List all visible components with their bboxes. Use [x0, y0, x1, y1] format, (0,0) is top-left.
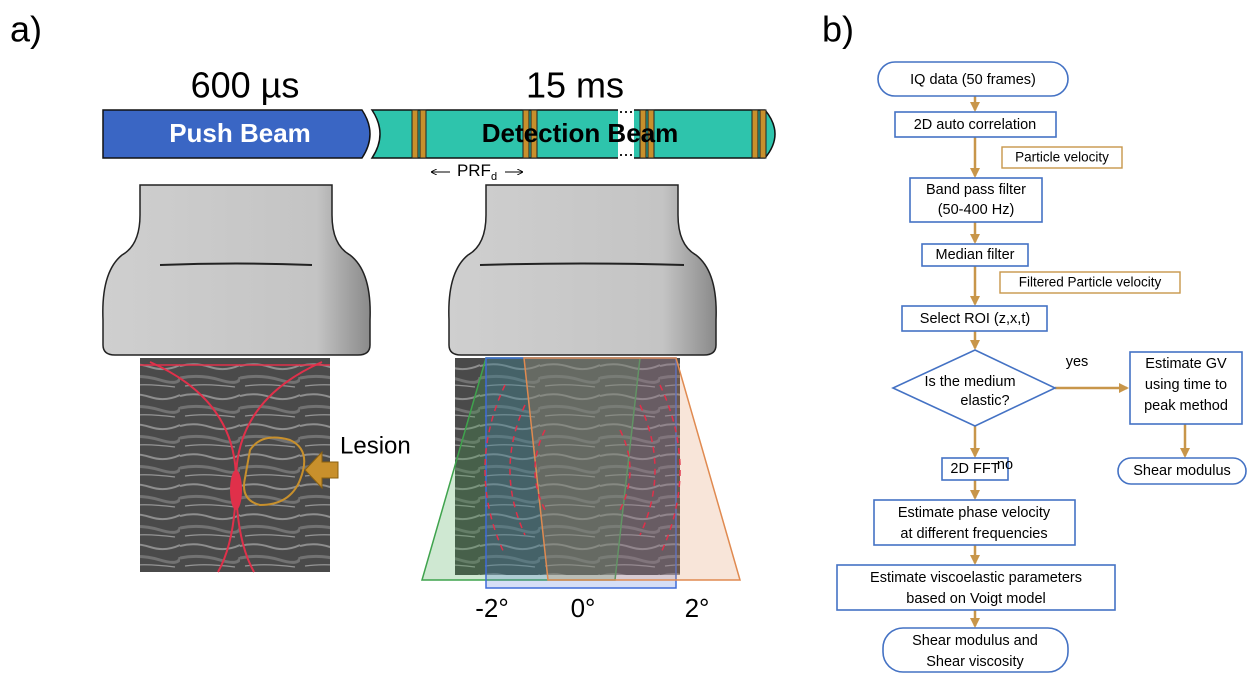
annotation: Filtered Particle velocity — [1019, 275, 1162, 290]
node-text: peak method — [1144, 398, 1228, 414]
node-text: 2D FFT — [950, 461, 999, 477]
page: a) 600 µs 15 ms Push Beam Detection Beam… — [0, 0, 1259, 679]
node-text: Estimate GV — [1145, 356, 1227, 372]
panel-label: a) — [10, 9, 42, 50]
node-text: Is the medium — [924, 374, 1015, 390]
node-text: Shear modulus and — [912, 633, 1038, 649]
transducer-right — [449, 185, 716, 355]
angle-label: 2° — [685, 593, 710, 623]
node-text: Median filter — [936, 247, 1015, 263]
node-text: (50-400 Hz) — [938, 202, 1015, 218]
node-text: Estimate phase velocity — [898, 505, 1051, 521]
node-text: based on Voigt model — [906, 591, 1045, 607]
node-text: Band pass filter — [926, 182, 1026, 198]
detect-time: 15 ms — [526, 65, 624, 106]
node-text: using time to — [1145, 377, 1227, 393]
node-text: elastic? — [960, 393, 1009, 409]
branch-label: no — [997, 457, 1013, 473]
node-text: IQ data (50 frames) — [910, 72, 1036, 88]
node-text: Shear modulus — [1133, 463, 1231, 479]
annotation: Particle velocity — [1015, 150, 1109, 165]
prf-label: PRFd — [457, 161, 497, 182]
node-text: at different frequencies — [900, 526, 1047, 542]
transducer-left — [103, 185, 370, 355]
panel-label: b) — [822, 9, 854, 50]
node-text: Shear viscosity — [926, 654, 1024, 670]
prf-sub: d — [491, 171, 497, 183]
prf: PRF — [457, 161, 491, 180]
branch-label: yes — [1066, 354, 1089, 370]
lesion-label: Lesion — [340, 432, 411, 459]
angle-label: -2° — [475, 593, 509, 623]
beam-plus2 — [524, 358, 740, 580]
figure: a) 600 µs 15 ms Push Beam Detection Beam… — [0, 0, 1259, 674]
angle-label: 0° — [571, 593, 596, 623]
node-text: Select ROI (z,x,t) — [920, 311, 1030, 327]
push-time: 600 µs — [191, 65, 300, 106]
detection-beam-label: Detection Beam — [482, 118, 679, 148]
node-text: 2D auto correlation — [914, 117, 1037, 133]
node-text: Estimate viscoelastic parameters — [870, 570, 1082, 586]
push-beam-label: Push Beam — [169, 118, 311, 148]
focal-spot — [230, 470, 242, 510]
